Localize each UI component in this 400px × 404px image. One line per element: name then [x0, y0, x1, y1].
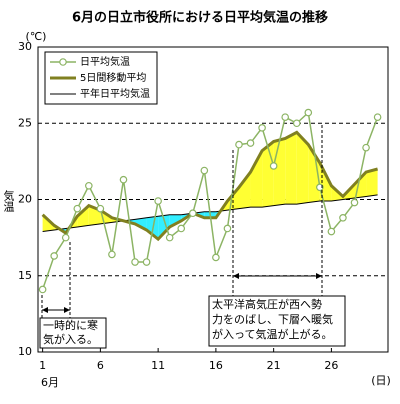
anomaly-fill [158, 214, 170, 240]
y-tick-label: 15 [18, 269, 32, 282]
anomaly-fill [319, 162, 332, 202]
data-point [119, 175, 128, 184]
data-point [316, 183, 324, 192]
plot-frame [37, 46, 389, 353]
data-point [292, 119, 301, 128]
annotation-text: 一時的に寒 [43, 318, 98, 332]
anomaly-fill [285, 132, 297, 205]
chart-title: 6月の日立市役所における日平均気温の推移 [72, 10, 328, 26]
y-tick-label: 10 [18, 345, 32, 358]
data-point [373, 113, 382, 121]
y-axis-label: 気温 [2, 189, 15, 212]
arrowhead [42, 307, 48, 313]
x-tick-label: 11 [151, 359, 165, 372]
anomaly-fill [262, 141, 274, 208]
data-point [73, 204, 82, 213]
x-tick-label: 21 [267, 359, 281, 372]
annotation-text: 力をのばし、下層へ暖気 [212, 312, 333, 326]
annotation-text: 気が入る。 [43, 332, 98, 346]
data-point [246, 139, 255, 147]
anomaly-fill [366, 169, 378, 197]
data-point [258, 124, 266, 132]
legend-marker [59, 58, 67, 66]
legend-label: 平年日平均気温 [80, 87, 150, 100]
y-unit: (℃) [26, 30, 47, 43]
anomaly-fill [273, 138, 286, 206]
data-point [304, 108, 313, 117]
data-point [281, 113, 289, 121]
data-point [177, 224, 186, 233]
arrowhead [233, 273, 239, 279]
anomaly-fill [238, 172, 251, 209]
data-point [154, 197, 162, 205]
data-point [85, 181, 93, 190]
annotation-text: 太平洋高気圧が西へ勢 [212, 297, 322, 311]
x-tick-label: 6 [97, 359, 104, 372]
arrowhead [316, 273, 322, 279]
data-point [96, 204, 105, 213]
anomaly-fill [296, 132, 309, 205]
data-point [339, 214, 347, 222]
annotation-box [39, 317, 107, 349]
data-point [269, 162, 278, 170]
data-point [142, 258, 151, 266]
series-line [41, 111, 379, 290]
y-tick-label: 25 [18, 116, 32, 129]
data-point [61, 233, 70, 242]
data-point [350, 198, 359, 207]
x-tick-label: 26 [324, 359, 338, 372]
data-point [50, 252, 58, 260]
legend-label: 日平均気温 [80, 55, 130, 68]
data-point [108, 250, 116, 259]
data-point [188, 209, 197, 218]
x-unit: (日) [371, 374, 391, 387]
annotation-box [208, 295, 346, 347]
data-point [223, 224, 232, 233]
month-label: 6月 [41, 376, 59, 389]
data-point [200, 166, 209, 175]
anomaly-fill [77, 205, 89, 227]
annotation-text: が入って気温が上がる。 [212, 327, 332, 341]
data-point [362, 143, 370, 152]
data-point [235, 140, 243, 149]
y-tick-label: 20 [18, 193, 32, 206]
legend-label: 5日間移動平均 [80, 71, 146, 84]
data-point [38, 285, 47, 294]
x-tick-label: 16 [209, 359, 223, 372]
anomaly-fill [250, 150, 263, 208]
y-tick-label: 30 [18, 40, 32, 53]
arrowhead [64, 307, 70, 313]
data-point [212, 253, 220, 262]
data-point [131, 258, 139, 266]
x-tick-label: 1 [39, 359, 46, 372]
data-point [327, 227, 336, 236]
data-point [165, 233, 174, 242]
